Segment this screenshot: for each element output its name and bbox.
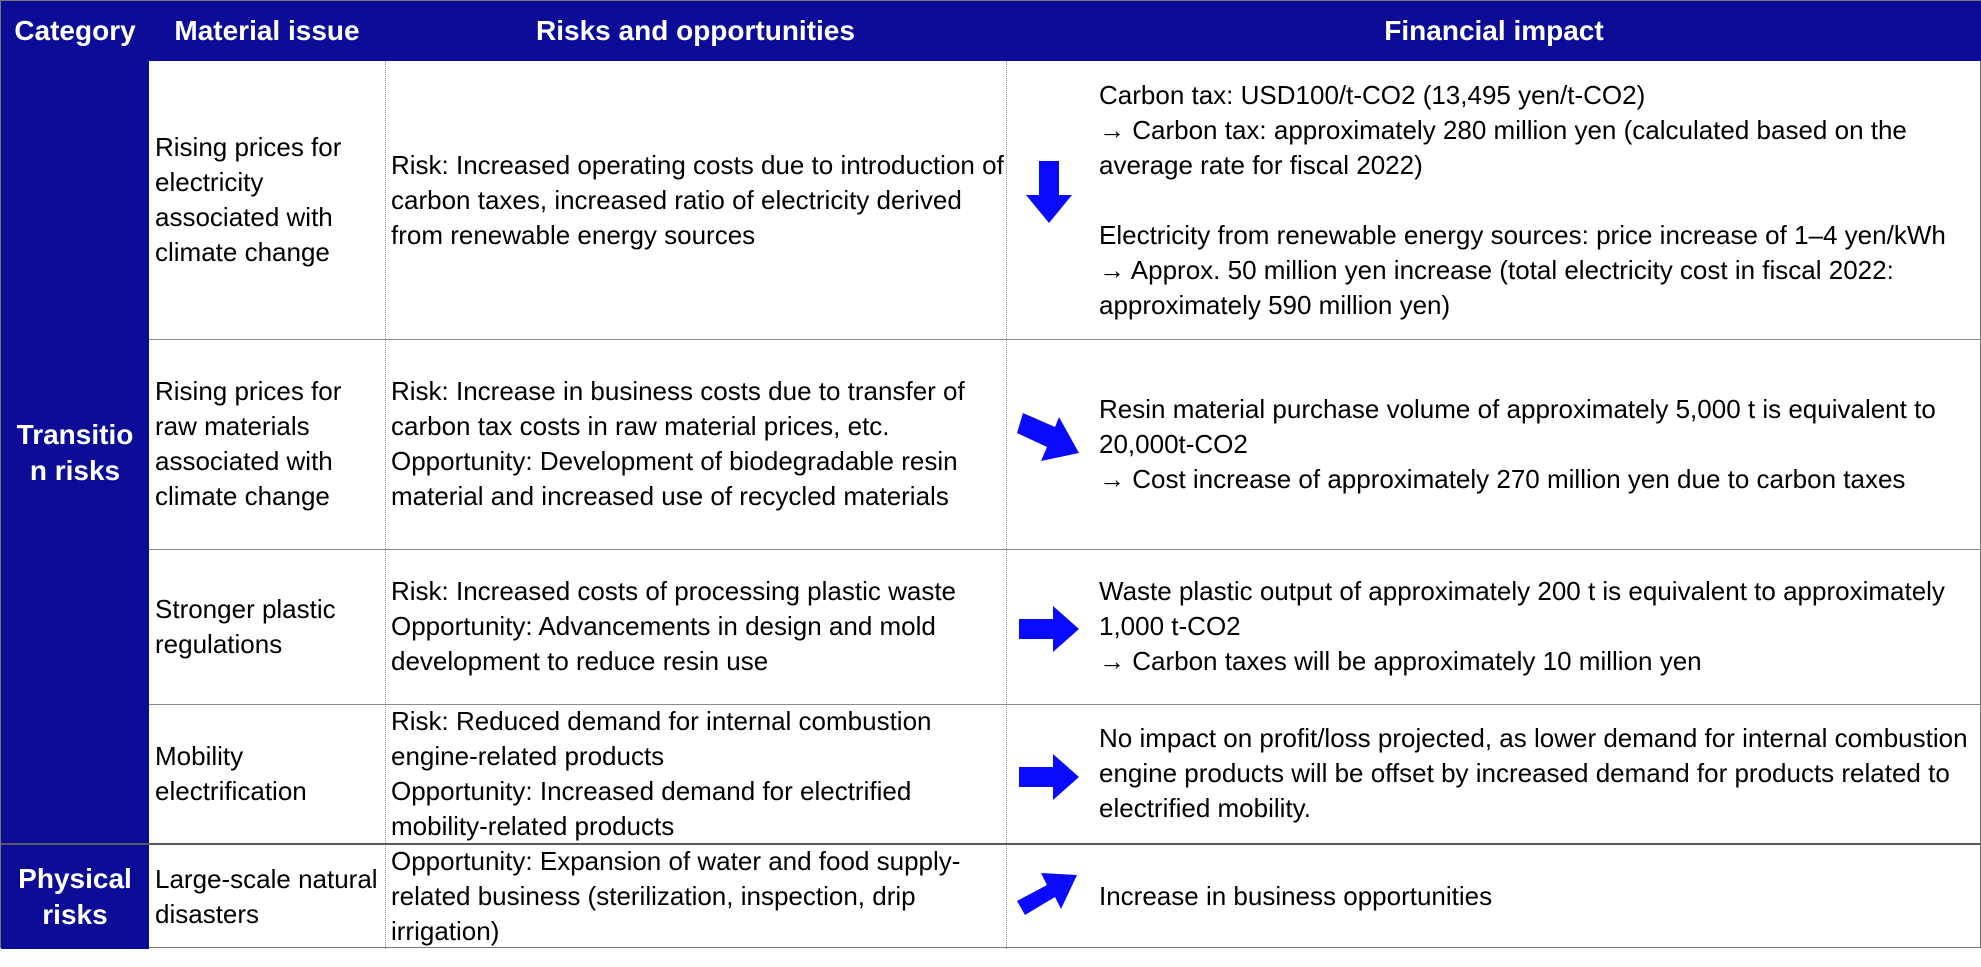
arrow-right-icon — [1019, 606, 1079, 652]
table-row-impact: No impact on profit/loss projected, as l… — [1099, 723, 1968, 823]
table-row-issue: Large-scale natural disasters — [155, 863, 378, 929]
category-transition-risks: Transitio n risks — [1, 61, 149, 844]
category-physical-risks: Physical risks — [1, 844, 149, 949]
table-row-risks: Opportunity: Expansion of water and food… — [391, 846, 961, 946]
row-divider — [1, 843, 1981, 845]
table-row-issue: Mobility electrification — [155, 740, 307, 806]
header-financial-impact: Financial impact — [1006, 1, 1981, 61]
table-row-impact: Waste plastic output of approximately 20… — [1099, 576, 1945, 676]
table-row-issue: Rising prices for electricity associated… — [155, 132, 342, 267]
table-row-risks: Risk: Increased costs of processing plas… — [391, 576, 957, 676]
table-row-risks: Risk: Increased operating costs due to i… — [391, 149, 1004, 250]
table-row-issue: Stronger plastic regulations — [155, 593, 336, 659]
table-row-risks: Risk: Increase in business costs due to … — [391, 376, 965, 511]
header-risks-opportunities: Risks and opportunities — [385, 1, 1006, 61]
row-divider — [149, 704, 1981, 705]
column-divider — [385, 61, 386, 949]
table-row-impact: Increase in business opportunities — [1099, 881, 1493, 911]
arrow-up-right-icon — [1017, 873, 1077, 915]
header-material-issue: Material issue — [149, 1, 385, 61]
arrow-down-right-icon — [1017, 413, 1079, 461]
table-row-risks: Risk: Reduced demand for internal combus… — [391, 705, 932, 841]
table-row-impact: Carbon tax: USD100/t-CO2 (13,495 yen/t-C… — [1099, 79, 1946, 320]
arrow-down-icon — [1026, 161, 1072, 223]
table-row-impact: Resin material purchase volume of approx… — [1099, 393, 1936, 494]
table-row-issue: Rising prices for raw materials associat… — [155, 376, 342, 511]
row-divider — [149, 339, 1981, 340]
arrow-right-icon — [1019, 754, 1079, 800]
column-divider — [1006, 61, 1007, 949]
row-divider — [149, 549, 1981, 550]
header-category: Category — [1, 1, 149, 61]
